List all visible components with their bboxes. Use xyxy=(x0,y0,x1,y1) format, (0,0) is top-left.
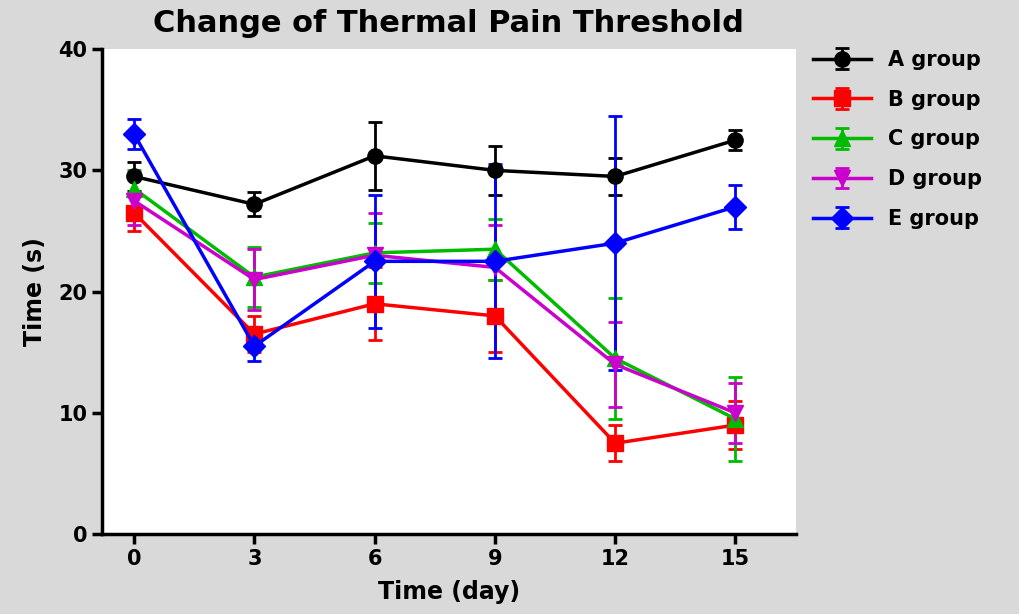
Title: Change of Thermal Pain Threshold: Change of Thermal Pain Threshold xyxy=(153,9,744,39)
Legend: A group, B group, C group, D group, E group: A group, B group, C group, D group, E gr… xyxy=(812,50,981,229)
Y-axis label: Time (s): Time (s) xyxy=(23,237,47,346)
X-axis label: Time (day): Time (day) xyxy=(377,580,520,604)
